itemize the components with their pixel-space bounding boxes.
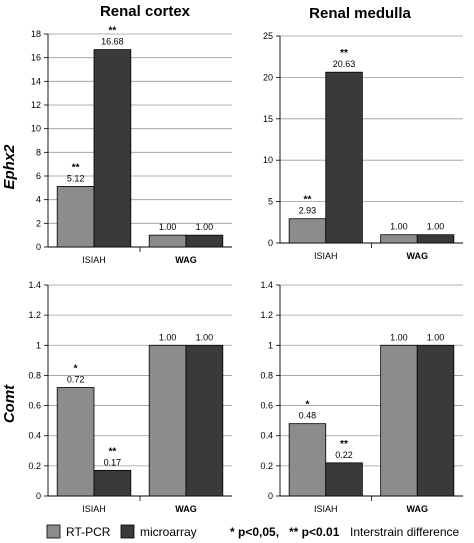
data-label-rt-pcr-isiah: 5.12 bbox=[67, 173, 85, 183]
bar-microarray-isiah bbox=[325, 462, 363, 497]
bar-rt-pcr-isiah bbox=[56, 186, 95, 248]
y-tick-label: 4 bbox=[36, 195, 41, 205]
data-label-microarray-isiah: 0.22 bbox=[335, 450, 353, 460]
category-label-isiah: ISIAH bbox=[82, 255, 106, 265]
bar-rt-pcr-wag bbox=[380, 234, 418, 244]
significance-marker: ** bbox=[109, 26, 117, 37]
y-tick-label: 0.8 bbox=[28, 370, 41, 380]
category-label-wag: WAG bbox=[407, 251, 429, 261]
y-tick-label: 12 bbox=[31, 100, 41, 110]
legend-label-microarray: microarray bbox=[140, 525, 197, 539]
data-label-microarray-wag: 1.00 bbox=[427, 222, 445, 232]
bar-microarray-wag bbox=[416, 344, 455, 497]
data-label-rt-pcr-isiah: 2.93 bbox=[299, 206, 317, 216]
significance-marker: * bbox=[305, 400, 309, 411]
bar-microarray-isiah bbox=[93, 49, 132, 248]
legend: RT-PCR microarray * p<0,05, ** p<0.01 In… bbox=[46, 524, 459, 539]
category-label-isiah: ISIAH bbox=[314, 251, 338, 261]
category-label-wag: WAG bbox=[407, 504, 429, 514]
bar-microarray-isiah bbox=[325, 71, 363, 244]
chart-cortex-comt: 0 0.2 0.4 0.6 0.8 1 1.2 1.4 ISIAH 0.72* 0.17** WAG 1… bbox=[28, 280, 232, 514]
row-label-comt: Comt bbox=[1, 384, 18, 423]
y-tick-label: 0.2 bbox=[28, 461, 41, 471]
y-tick-label: 10 bbox=[263, 155, 273, 165]
data-label-rt-pcr-wag: 1.00 bbox=[390, 332, 408, 342]
bar-microarray-isiah bbox=[93, 469, 132, 497]
category-label-wag: WAG bbox=[175, 504, 197, 514]
data-label-rt-pcr-wag: 1.00 bbox=[390, 222, 408, 232]
y-tick-label: 0 bbox=[268, 491, 273, 501]
chart-cortex-ephx2: 024681012141618ISIAH5.12**16.68**WAG1.00… bbox=[31, 26, 232, 265]
significance-marker: ** bbox=[340, 439, 348, 450]
bar-rt-pcr-wag bbox=[148, 234, 187, 248]
y-tick-label: 0 bbox=[268, 238, 273, 248]
column-title-renal-cortex: Renal cortex bbox=[100, 3, 191, 20]
data-label-microarray-isiah: 20.63 bbox=[333, 59, 356, 69]
y-tick-label: 15 bbox=[263, 114, 273, 124]
legend-note: Interstrain difference bbox=[350, 525, 459, 539]
column-title-renal-medulla: Renal medulla bbox=[309, 5, 411, 22]
y-tick-label: 8 bbox=[36, 147, 41, 157]
y-tick-label: 5 bbox=[268, 197, 273, 207]
y-tick-label: 20 bbox=[263, 72, 273, 82]
row-label-ephx2: Ephx2 bbox=[1, 144, 18, 190]
y-tick-label: 14 bbox=[31, 76, 41, 86]
bar-rt-pcr-wag bbox=[380, 344, 418, 497]
data-label-rt-pcr-wag: 1.00 bbox=[159, 332, 177, 342]
category-label-wag: WAG bbox=[175, 255, 197, 265]
data-label-rt-pcr-isiah: 0.72 bbox=[67, 374, 85, 384]
data-label-rt-pcr-wag: 1.00 bbox=[159, 222, 177, 232]
data-label-microarray-wag: 1.00 bbox=[196, 222, 214, 232]
y-tick-label: 0.6 bbox=[260, 401, 273, 411]
significance-marker: ** bbox=[340, 48, 348, 59]
y-tick-label: 0.6 bbox=[28, 401, 41, 411]
y-tick-label: 1.2 bbox=[28, 310, 41, 320]
y-tick-label: 16 bbox=[31, 53, 41, 63]
bar-rt-pcr-isiah bbox=[56, 387, 95, 497]
legend-label-rt-pcr: RT-PCR bbox=[66, 525, 111, 539]
y-tick-label: 1.2 bbox=[260, 310, 273, 320]
y-tick-label: 0.2 bbox=[260, 461, 273, 471]
y-tick-label: 10 bbox=[31, 124, 41, 134]
y-tick-label: 18 bbox=[31, 29, 41, 39]
bar-microarray-wag bbox=[185, 234, 224, 248]
y-tick-label: 2 bbox=[36, 218, 41, 228]
significance-marker: ** bbox=[72, 162, 80, 173]
legend-swatch-rt-pcr bbox=[46, 524, 61, 539]
y-tick-label: 25 bbox=[263, 31, 273, 41]
y-tick-label: 0 bbox=[36, 491, 41, 501]
data-label-microarray-wag: 1.00 bbox=[196, 332, 214, 342]
data-label-rt-pcr-isiah: 0.48 bbox=[299, 411, 317, 421]
data-label-microarray-isiah: 16.68 bbox=[101, 37, 124, 47]
chart-medulla-comt: 0 0.2 0.4 0.6 0.8 1 1.2 1.4 ISIAH 0.48* 0.22** WAG 1… bbox=[260, 280, 463, 514]
legend-significance-p01: ** p<0.01 bbox=[289, 525, 340, 539]
y-tick-label: 1.4 bbox=[28, 280, 41, 290]
bar-rt-pcr-wag bbox=[148, 344, 187, 497]
y-tick-label: 0.4 bbox=[28, 431, 41, 441]
y-tick-label: 0.4 bbox=[260, 431, 273, 441]
bar-microarray-wag bbox=[185, 344, 224, 497]
y-tick-label: 0.8 bbox=[260, 370, 273, 380]
significance-marker: ** bbox=[109, 446, 117, 457]
significance-marker: ** bbox=[304, 195, 312, 206]
legend-significance-p05: * p<0,05, bbox=[230, 525, 279, 539]
y-tick-label: 6 bbox=[36, 171, 41, 181]
y-tick-label: 1 bbox=[268, 340, 273, 350]
y-tick-label: 1.4 bbox=[260, 280, 273, 290]
category-label-isiah: ISIAH bbox=[314, 504, 338, 514]
bar-microarray-wag bbox=[416, 234, 455, 244]
category-label-isiah: ISIAH bbox=[82, 504, 106, 514]
data-label-microarray-isiah: 0.17 bbox=[104, 457, 122, 467]
data-label-microarray-wag: 1.00 bbox=[427, 332, 445, 342]
y-tick-label: 1 bbox=[36, 340, 41, 350]
chart-panels: 024681012141618ISIAH5.12**16.68**WAG1.00… bbox=[28, 26, 463, 514]
bar-rt-pcr-isiah bbox=[288, 218, 327, 244]
significance-marker: * bbox=[74, 363, 78, 374]
legend-swatch-microarray bbox=[120, 524, 135, 539]
bar-rt-pcr-isiah bbox=[288, 423, 327, 497]
y-tick-label: 0 bbox=[36, 242, 41, 252]
